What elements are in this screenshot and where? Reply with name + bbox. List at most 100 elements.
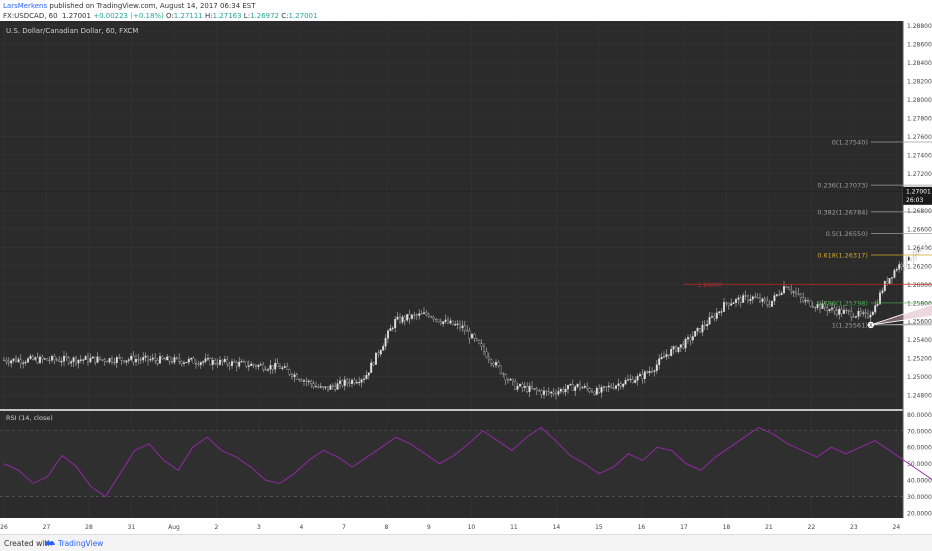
chart-svg[interactable]: 1.28800 1.28600 1.28400 1.28200 1.28000 1.278… xyxy=(0,21,932,534)
candle xyxy=(139,359,142,361)
ohlc-info: FX:USDCAD, 60 1.27001 +0.00223 (+0.18%) … xyxy=(3,12,317,20)
candle xyxy=(675,346,677,352)
candle xyxy=(233,361,236,363)
candle xyxy=(288,369,291,375)
candle xyxy=(557,391,560,395)
candle xyxy=(48,359,51,362)
candle xyxy=(228,363,231,366)
candle xyxy=(799,293,802,298)
candle xyxy=(852,316,855,318)
y-tick-label: 1.28000 xyxy=(907,97,932,104)
candle xyxy=(415,314,418,316)
x-tick-label: 11 xyxy=(510,524,518,531)
candle xyxy=(509,378,512,381)
candle xyxy=(773,295,776,302)
candle xyxy=(706,324,709,327)
candle xyxy=(643,371,646,380)
candle xyxy=(843,309,845,314)
candle xyxy=(221,359,224,362)
candle xyxy=(202,361,205,363)
candle xyxy=(99,356,101,360)
candle xyxy=(178,358,181,362)
candle xyxy=(711,316,713,318)
candle xyxy=(142,357,145,361)
chart-title: U.S. Dollar/Canadian Dollar, 60, FXCM xyxy=(6,27,138,35)
candle xyxy=(847,310,850,312)
candle xyxy=(154,357,157,361)
candle xyxy=(231,361,233,366)
candle xyxy=(910,258,913,261)
candle xyxy=(43,358,46,360)
candle xyxy=(312,383,315,387)
x-tick-label: 28 xyxy=(85,524,93,531)
candle xyxy=(593,391,596,395)
candle xyxy=(811,306,814,308)
candle xyxy=(511,378,514,382)
candle xyxy=(898,264,901,270)
candle xyxy=(807,300,809,302)
candle xyxy=(833,307,836,311)
y-tick-label: 1.27400 xyxy=(907,152,932,159)
x-tick-label: 27 xyxy=(43,524,51,531)
candle xyxy=(96,356,99,363)
last-price-tag-bg xyxy=(903,186,932,205)
candle xyxy=(125,360,128,363)
candle xyxy=(130,355,133,360)
candle xyxy=(809,300,812,307)
candle xyxy=(281,367,284,369)
y-tick-label: 1.26600 xyxy=(907,226,932,233)
candle xyxy=(334,386,337,390)
candle xyxy=(394,319,397,329)
candle xyxy=(190,357,193,360)
candle xyxy=(317,386,320,388)
candle xyxy=(111,358,113,363)
candle xyxy=(569,384,572,386)
candle xyxy=(149,359,152,361)
candle xyxy=(197,363,200,365)
candle xyxy=(663,356,665,358)
candle xyxy=(797,293,800,295)
candle xyxy=(22,362,25,364)
candle xyxy=(161,356,164,359)
candle xyxy=(235,362,238,367)
candle xyxy=(927,247,929,249)
candle xyxy=(689,337,692,341)
candle xyxy=(480,343,483,347)
candle xyxy=(211,359,214,365)
candle xyxy=(694,330,697,337)
candle xyxy=(835,310,838,315)
candle xyxy=(591,391,593,393)
red-level-label: 1.26000 xyxy=(697,282,722,289)
candle xyxy=(564,388,567,393)
candle xyxy=(624,380,627,385)
candle xyxy=(595,388,598,395)
tradingview-brand-link[interactable]: TradingView xyxy=(58,539,104,548)
candle xyxy=(387,330,389,339)
candle xyxy=(725,302,728,304)
candle xyxy=(598,388,601,393)
candle xyxy=(497,362,500,367)
candle xyxy=(639,374,641,377)
candle xyxy=(463,325,466,331)
candle xyxy=(526,386,529,392)
candle xyxy=(442,321,445,324)
author-link[interactable]: LarsMerkens xyxy=(3,2,48,10)
candle xyxy=(15,358,17,363)
candle xyxy=(720,311,723,313)
last-price: 1.27001 xyxy=(62,12,91,20)
chart-area[interactable]: 1.28800 1.28600 1.28400 1.28200 1.28000 1.278… xyxy=(0,21,932,538)
candle xyxy=(298,378,301,381)
candle xyxy=(79,359,82,361)
candle xyxy=(917,250,920,252)
candle xyxy=(29,356,32,359)
candle xyxy=(641,374,644,380)
candle xyxy=(627,379,629,381)
candle xyxy=(677,347,680,352)
candle xyxy=(879,292,881,305)
candle xyxy=(351,379,353,385)
candle xyxy=(132,355,135,363)
candle xyxy=(744,295,747,297)
candle xyxy=(223,359,226,362)
y-tick-label: 1.27600 xyxy=(907,134,932,141)
candle xyxy=(615,385,617,389)
